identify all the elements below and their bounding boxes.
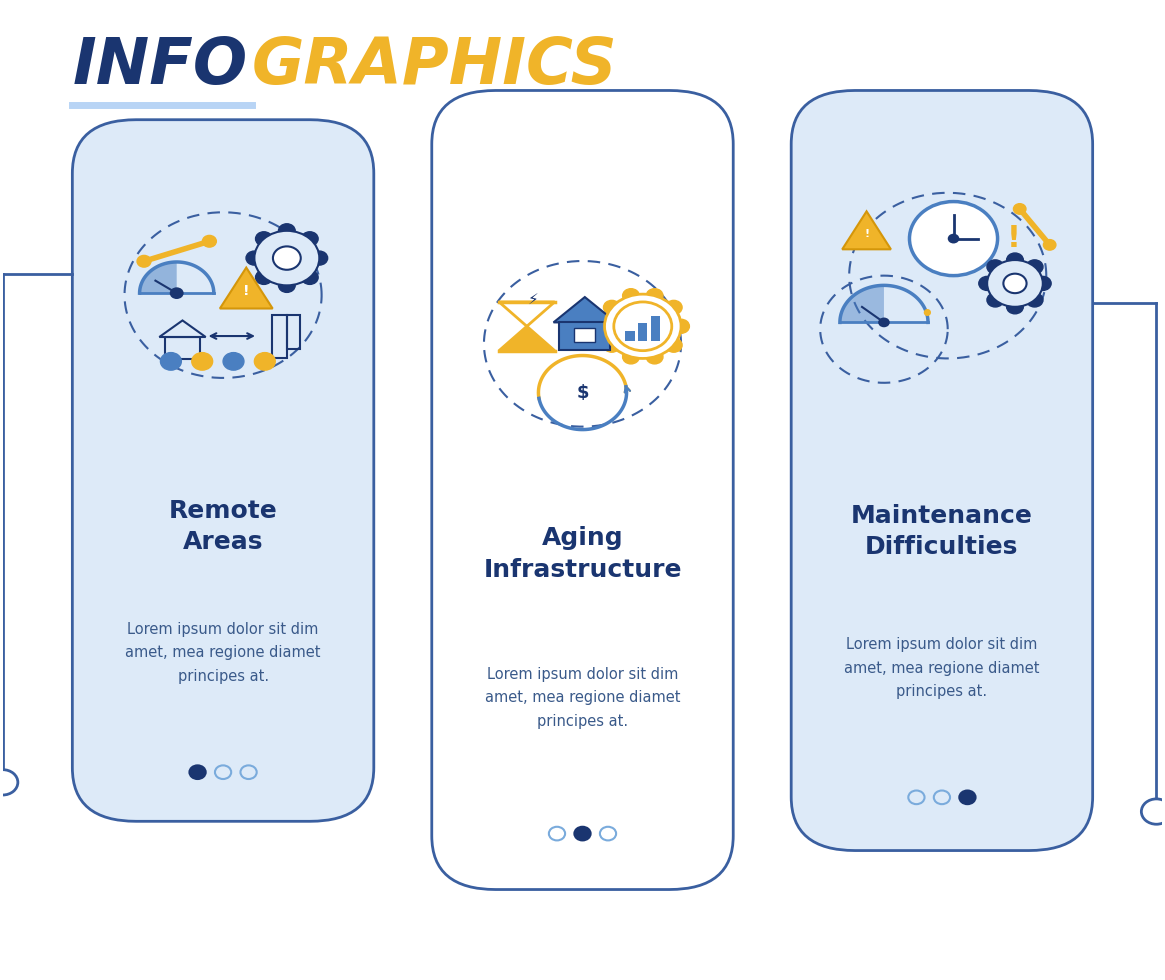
Polygon shape <box>499 326 555 351</box>
Polygon shape <box>553 297 616 322</box>
Text: !: ! <box>864 228 869 239</box>
Circle shape <box>170 287 184 299</box>
Bar <box>165 337 200 360</box>
Text: ⚡: ⚡ <box>528 291 538 307</box>
Circle shape <box>647 350 663 364</box>
Circle shape <box>190 765 206 779</box>
Text: INFO: INFO <box>72 35 247 97</box>
Circle shape <box>672 319 690 333</box>
Bar <box>559 322 610 350</box>
Circle shape <box>1026 293 1043 307</box>
Circle shape <box>574 827 591 841</box>
Circle shape <box>959 791 975 805</box>
Circle shape <box>665 338 682 352</box>
Circle shape <box>302 232 318 246</box>
Circle shape <box>192 353 213 370</box>
Circle shape <box>273 246 301 270</box>
Circle shape <box>246 251 263 266</box>
Bar <box>574 328 595 342</box>
FancyBboxPatch shape <box>72 120 374 821</box>
Circle shape <box>979 276 996 290</box>
Circle shape <box>878 318 890 327</box>
Circle shape <box>1007 300 1023 314</box>
Circle shape <box>603 301 620 315</box>
Wedge shape <box>140 262 177 293</box>
Bar <box>651 316 661 341</box>
Polygon shape <box>220 268 273 309</box>
Circle shape <box>254 353 275 370</box>
Circle shape <box>1014 204 1026 215</box>
Circle shape <box>605 294 682 359</box>
Circle shape <box>947 233 959 243</box>
Bar <box>271 315 287 359</box>
Circle shape <box>1003 273 1026 293</box>
Circle shape <box>223 353 243 370</box>
FancyBboxPatch shape <box>432 90 733 890</box>
Text: Lorem ipsum dolor sit dim
amet, mea regione diamet
principes at.: Lorem ipsum dolor sit dim amet, mea regi… <box>485 666 680 729</box>
Circle shape <box>665 301 682 315</box>
Circle shape <box>255 270 273 284</box>
Circle shape <box>255 232 273 246</box>
Circle shape <box>0 769 17 795</box>
Circle shape <box>254 231 319 285</box>
Circle shape <box>203 235 217 247</box>
Circle shape <box>987 260 1043 307</box>
Circle shape <box>622 350 640 364</box>
Circle shape <box>1142 799 1165 824</box>
Circle shape <box>1044 239 1055 250</box>
Text: Lorem ipsum dolor sit dim
amet, mea regione diamet
principes at.: Lorem ipsum dolor sit dim amet, mea regi… <box>845 637 1039 699</box>
Text: •: • <box>919 303 934 326</box>
Circle shape <box>987 260 1003 273</box>
Circle shape <box>1035 276 1051 290</box>
Circle shape <box>987 293 1003 307</box>
Bar <box>638 323 648 341</box>
Wedge shape <box>840 285 884 322</box>
Circle shape <box>278 223 295 238</box>
Bar <box>287 315 299 349</box>
Text: GRAPHICS: GRAPHICS <box>252 35 617 97</box>
Circle shape <box>302 270 318 284</box>
Circle shape <box>614 302 672 351</box>
Circle shape <box>596 319 613 333</box>
Circle shape <box>1007 253 1023 267</box>
Circle shape <box>603 338 620 352</box>
Circle shape <box>161 353 182 370</box>
Text: Maintenance
Difficulties: Maintenance Difficulties <box>850 504 1033 560</box>
Polygon shape <box>842 212 891 249</box>
Circle shape <box>647 289 663 303</box>
Text: !: ! <box>243 284 249 298</box>
FancyBboxPatch shape <box>791 90 1093 851</box>
Circle shape <box>622 289 640 303</box>
Text: Lorem ipsum dolor sit dim
amet, mea regione diamet
principes at.: Lorem ipsum dolor sit dim amet, mea regi… <box>126 622 320 684</box>
Text: Remote
Areas: Remote Areas <box>169 499 277 555</box>
Circle shape <box>910 202 997 275</box>
Text: $: $ <box>577 383 588 402</box>
Circle shape <box>311 251 327 266</box>
Circle shape <box>137 256 151 268</box>
Text: Aging
Infrastructure: Aging Infrastructure <box>483 526 682 582</box>
Circle shape <box>1026 260 1043 273</box>
Circle shape <box>278 278 295 292</box>
Text: !: ! <box>1007 224 1021 253</box>
Bar <box>626 331 635 341</box>
